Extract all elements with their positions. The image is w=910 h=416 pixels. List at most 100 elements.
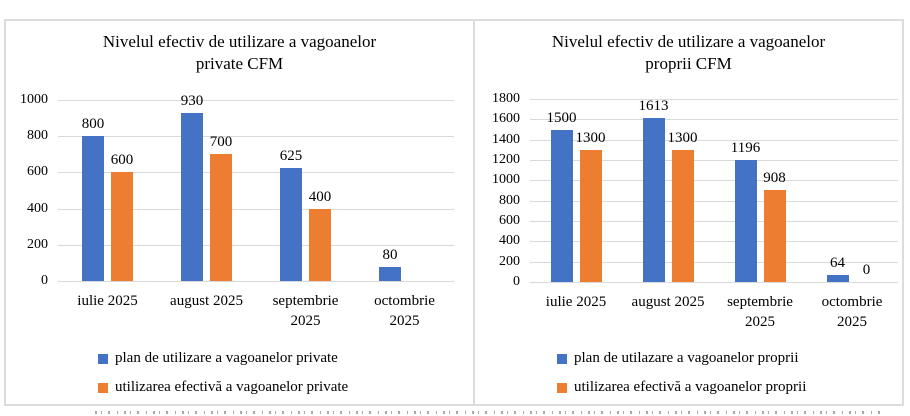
y-axis-tick-label: 1000 [492,172,520,188]
bar-data-label: 800 [81,116,105,133]
panel-divider [473,21,475,404]
y-gridline [58,100,454,101]
chart-title: Nivelul efectiv de utilizare a vagoanelo… [475,31,902,75]
y-axis-tick-label: 1400 [492,131,520,147]
bar-data-label: 400 [308,188,332,205]
y-axis-tick-label: 0 [513,274,520,289]
y-axis-tick-label: 0 [41,273,48,288]
bar-data-label: 930 [180,92,204,109]
x-category-label: iulie 2025 [518,292,634,312]
y-gridline [58,244,454,246]
legend-item: plan de utilazare a vagoanelor proprii [557,349,806,368]
y-gridline [58,208,454,210]
bar-plan [82,136,104,281]
x-category-label-line: 2025 [837,314,867,330]
chart-title-line: private CFM [195,54,284,73]
x-category-label: septembrie 2025 [702,292,818,332]
bar-data-label: 625 [279,147,303,164]
bar-data-label: 1196 [730,140,761,157]
bar-plan [181,112,203,281]
y-gridline [530,180,898,182]
x-category-label-line: octombrie [374,293,435,309]
bar-efectiv [763,189,786,282]
bar-plan [734,160,757,282]
bar-data-label: 0 [862,262,871,278]
y-axis-tick-label: 200 [499,253,520,269]
chart-title: Nivelul efectiv de utilizare a vagoanelo… [6,31,473,75]
x-category-label-line: septembrie [727,294,793,310]
chart-legend: plan de utilizare a vagoanelor private ut… [98,349,348,407]
y-gridline [530,99,898,100]
legend-item: plan de utilizare a vagoanelor private [98,349,348,368]
x-category-label-line: septembrie [272,293,339,309]
y-axis-tick-label: 1000 [20,92,48,107]
bar-efectiv [579,149,602,282]
x-category-label-line: 2025 [389,313,420,329]
caption-glyph-tops [95,411,883,414]
x-category-label: august 2025 [145,291,268,311]
legend-label: utilizarea efectivă a vagoanelor private [115,379,349,395]
x-category-label-line: octombrie [821,294,883,310]
chart-title-line: Nivelul efectiv de utilizare a vagoanelo… [551,32,826,51]
bar-data-label: 1613 [638,98,669,114]
x-category-label: iulie 2025 [46,291,169,311]
bar-data-label: 700 [209,134,233,151]
bar-plan [642,118,665,282]
legend-swatch-plan [557,353,567,364]
x-category-label-line: august 2025 [170,293,243,309]
x-category-label: octombrie 2025 [794,292,910,332]
y-axis-tick-label: 800 [499,192,520,208]
y-axis-tick-label: 800 [27,128,48,144]
bar-efectiv [309,208,331,281]
charts-outer-frame: Nivelul efectiv de utilizare a vagoanelo… [4,19,904,406]
bar-efectiv [111,172,133,281]
y-gridline [530,261,898,263]
y-gridline [530,200,898,202]
bar-data-label: 80 [382,246,398,263]
legend-swatch-efectiv [98,382,108,393]
y-gridline [530,139,898,141]
y-axis-tick-label: 200 [27,236,48,252]
bar-data-label: 908 [763,169,786,186]
y-axis-tick-label: 1200 [492,152,520,167]
chart-panel-vagoane-private: Nivelul efectiv de utilizare a vagoanelo… [6,21,473,404]
x-category-label-line: 2025 [745,314,775,330]
bar-data-label: 1500 [546,109,577,126]
cropped-caption-text-tops [95,408,883,416]
x-category-label: septembrie 2025 [244,291,367,331]
chart-title-line: Nivelul efectiv de utilizare a vagoanelo… [102,32,377,51]
chart-title-line: proprii CFM [645,54,732,73]
y-gridline [530,241,898,243]
bar-plan [550,129,573,282]
bar-data-label: 64 [830,255,845,272]
bar-data-label: 600 [110,152,134,169]
y-gridline [530,119,898,121]
bar-plan [280,167,302,281]
y-axis-tick-label: 600 [499,213,520,228]
bar-data-label: 1300 [575,129,606,146]
y-axis-tick-label: 1600 [492,111,520,127]
x-category-label: octombrie 2025 [343,291,466,331]
legend-label: plan de utilizare a vagoanelor private [115,350,338,366]
y-gridline [530,282,898,283]
bar-efectiv [671,149,694,282]
x-category-label: august 2025 [610,292,726,312]
bar-data-label: 1300 [667,129,698,146]
x-category-label-line: 2025 [290,313,321,329]
legend-label: utilizarea efectivă a vagoanelor proprii [574,379,807,395]
y-axis-tick-label: 400 [499,233,520,249]
chart-legend: plan de utilazare a vagoanelor proprii ut… [557,349,806,407]
legend-item: utilizarea efectivă a vagoanelor proprii [557,378,806,397]
y-gridline [530,160,898,161]
legend-swatch-plan [98,353,108,364]
y-gridline [58,172,454,174]
bar-plan [379,266,401,281]
y-axis-tick-label: 400 [27,200,48,216]
bar-efectiv [210,154,232,281]
y-gridline [58,281,454,282]
bar-plan [826,275,849,282]
legend-label: plan de utilazare a vagoanelor proprii [574,350,799,366]
legend-item: utilizarea efectivă a vagoanelor private [98,378,348,397]
chart-panel-vagoane-proprii: Nivelul efectiv de utilizare a vagoanelo… [475,21,902,404]
